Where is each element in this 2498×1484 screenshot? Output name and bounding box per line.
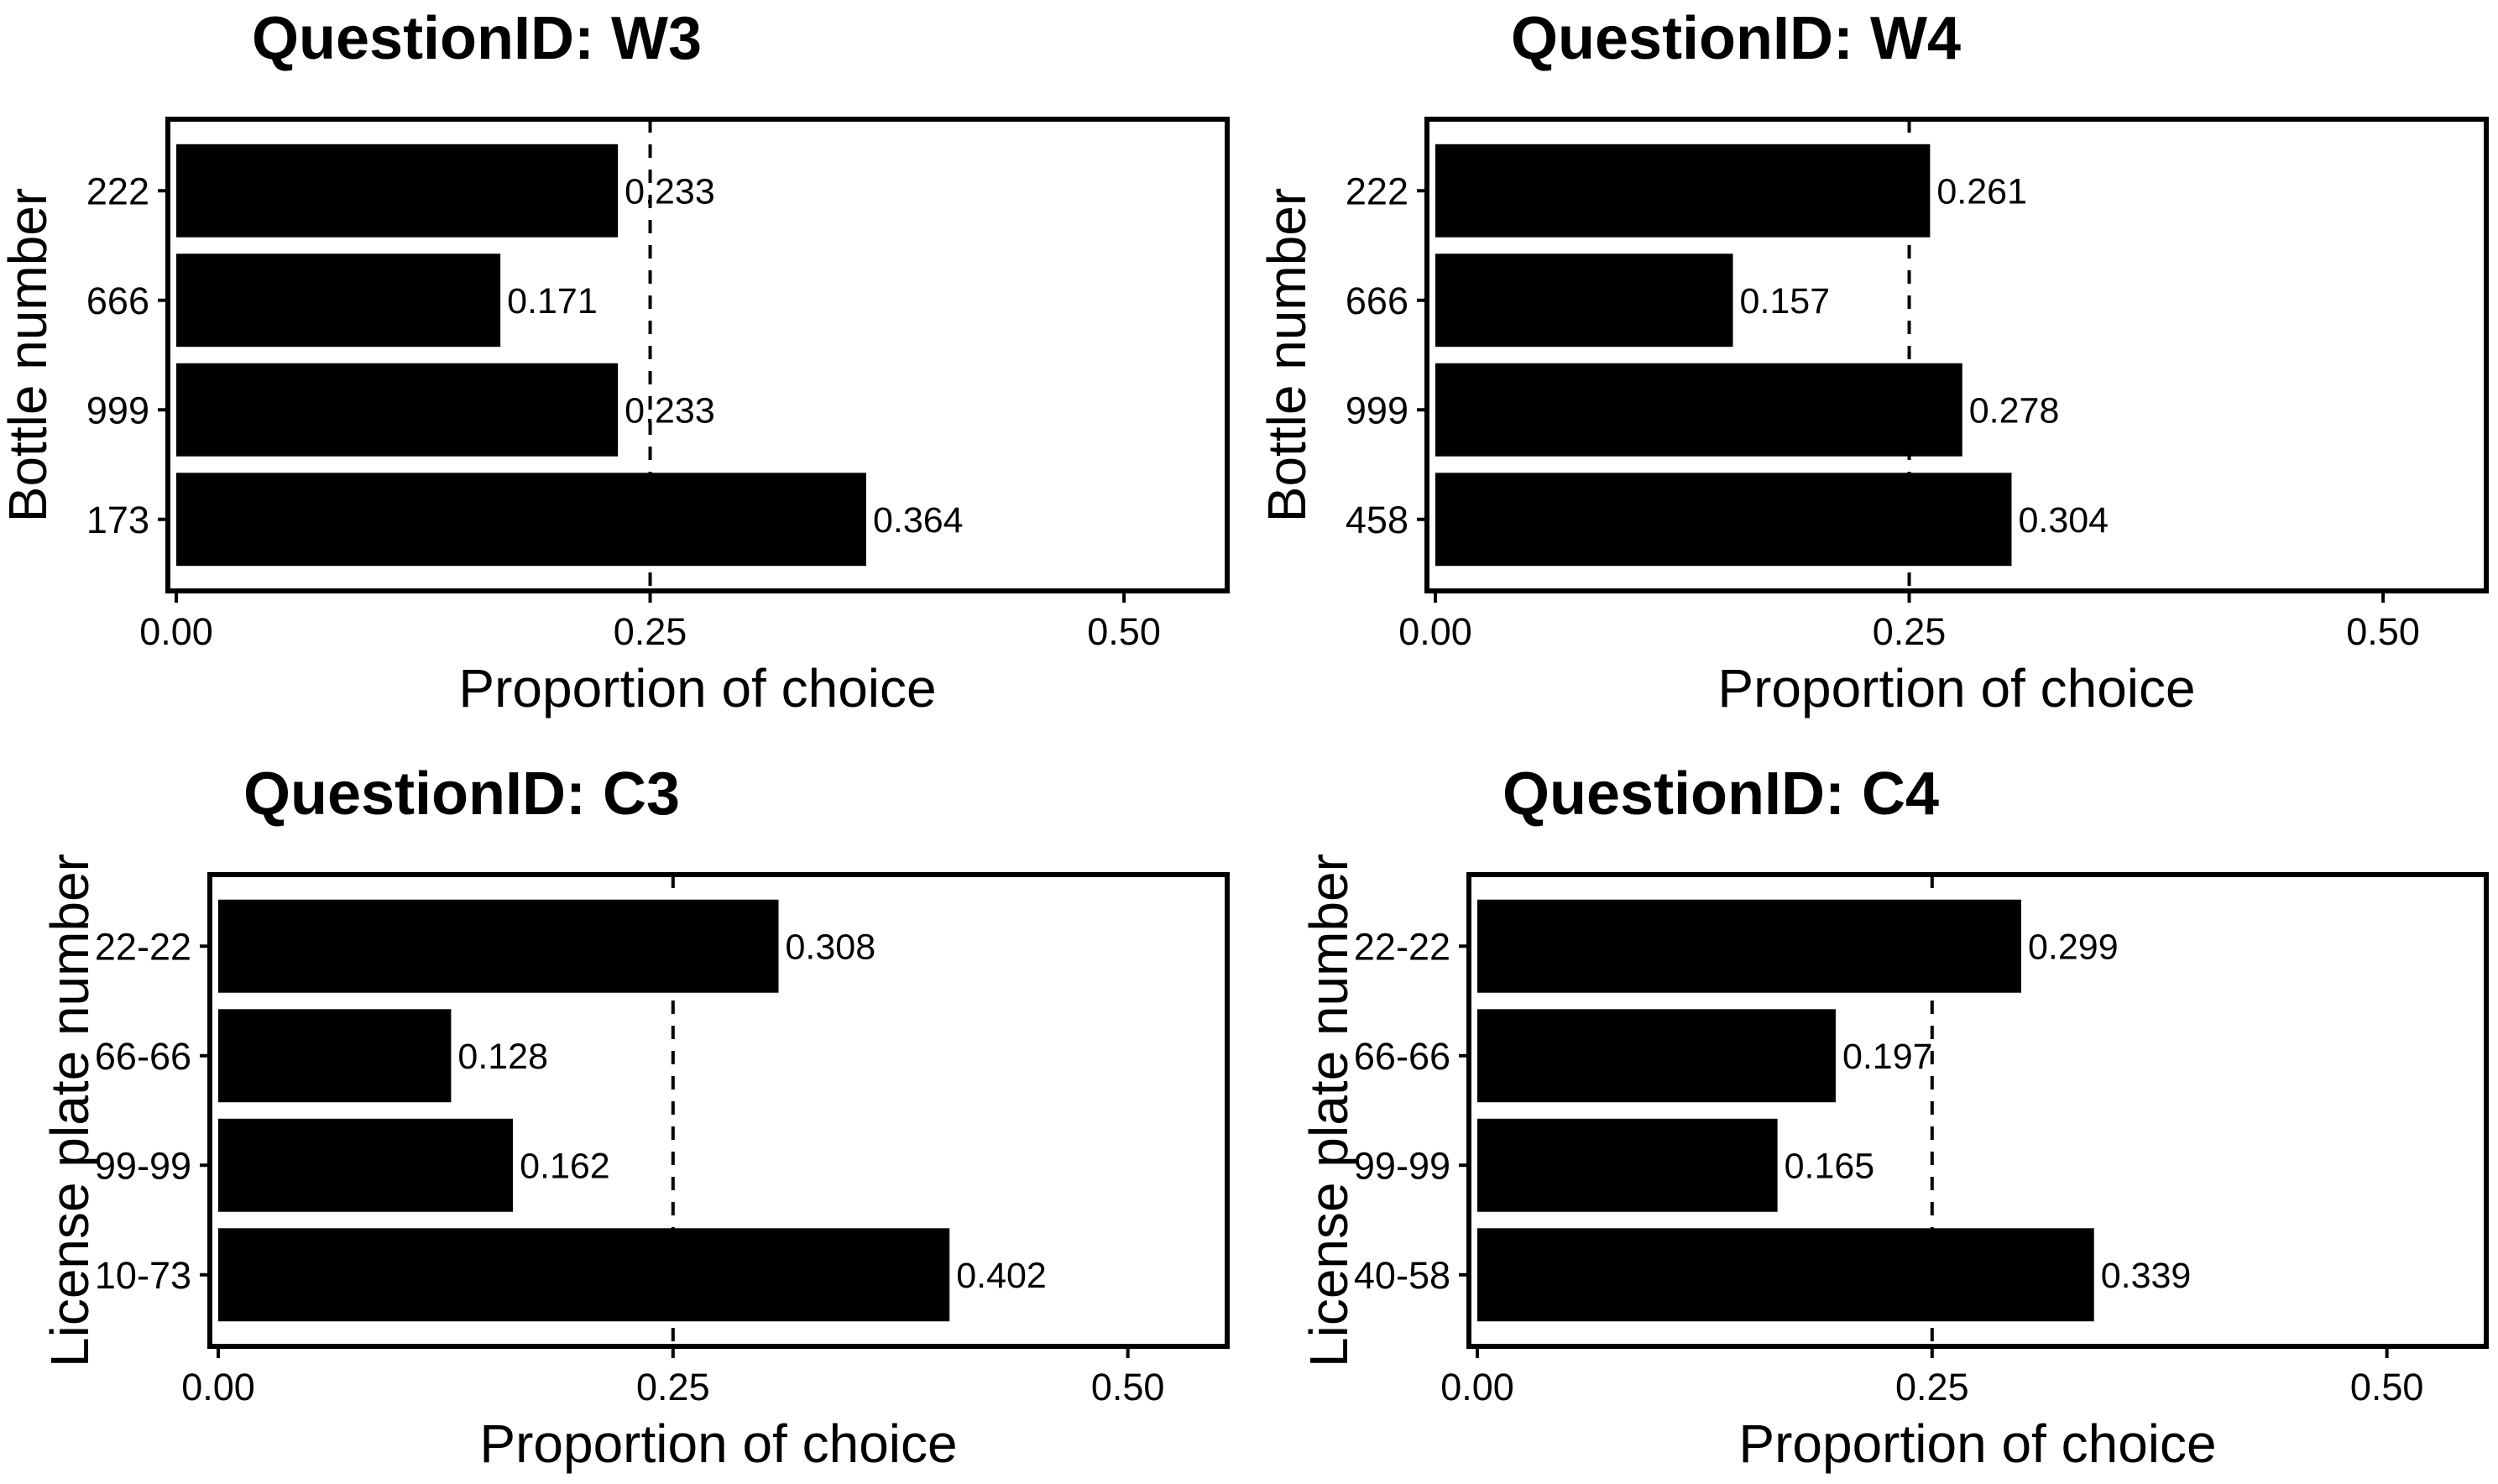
- bar-222: [176, 144, 619, 238]
- chart-title: QuestionID: W4: [1511, 5, 1961, 72]
- y-tick-label-666: 666: [1346, 280, 1408, 322]
- y-tick-label-666: 666: [86, 280, 149, 322]
- data-label-66-66: 0.197: [1842, 1037, 1933, 1077]
- x-tick-label: 0.00: [181, 1366, 255, 1408]
- bar-40-58: [1477, 1228, 2094, 1322]
- data-label-66-66: 0.128: [457, 1037, 548, 1077]
- bar-22-22: [1477, 899, 2022, 993]
- y-axis-title: Bottle number: [1257, 188, 1317, 522]
- bar-99-99: [218, 1118, 514, 1212]
- bar-173: [176, 473, 866, 567]
- x-axis-title: Proportion of choice: [1738, 1413, 2216, 1474]
- chart-panel-4: QuestionID: C4 0.299 22-22 0.197 66-66 0.165 9…: [1299, 760, 2489, 1474]
- y-tick-label-99-99: 99-99: [1354, 1144, 1450, 1187]
- x-tick-label: 0.00: [139, 610, 213, 653]
- data-label-22-22: 0.299: [2028, 927, 2119, 967]
- data-label-10-73: 0.402: [956, 1256, 1047, 1296]
- plot-area-border: [1424, 117, 2489, 593]
- bar-99-99: [1477, 1118, 1778, 1212]
- data-label-458: 0.304: [2018, 500, 2109, 541]
- data-label-22-22: 0.308: [786, 927, 876, 967]
- bar-458: [1435, 473, 2012, 567]
- bar-22-22: [218, 899, 779, 993]
- x-tick-label: 0.25: [614, 610, 687, 653]
- y-tick-label-999: 999: [86, 389, 149, 431]
- x-tick-label: 0.00: [1398, 610, 1472, 653]
- plot-area-border: [165, 117, 1230, 593]
- bar-66-66: [218, 1009, 452, 1103]
- chart-panel-3: QuestionID: C3 0.308 22-22 0.128 66-66 0.162 9…: [39, 760, 1230, 1474]
- chart-title: QuestionID: W3: [252, 5, 702, 72]
- data-label-99-99: 0.165: [1785, 1146, 1875, 1186]
- chart-panel-2: QuestionID: W4 0.261 222 0.157 666 0.278 999 0.…: [1257, 5, 2489, 718]
- y-axis-title: License plate number: [39, 854, 100, 1367]
- x-axis-title: Proportion of choice: [1717, 658, 2195, 718]
- x-tick-label: 0.25: [1873, 610, 1947, 653]
- chart-title: QuestionID: C3: [243, 760, 680, 828]
- y-axis-title: License plate number: [1299, 854, 1359, 1367]
- x-tick-label: 0.25: [1895, 1366, 1969, 1408]
- chart-title: QuestionID: C4: [1502, 760, 1939, 828]
- x-tick-label: 0.25: [636, 1366, 710, 1408]
- y-tick-label-22-22: 22-22: [95, 925, 191, 968]
- x-tick-label: 0.50: [2346, 610, 2420, 653]
- bar-222: [1435, 144, 1931, 238]
- data-label-999: 0.278: [1969, 390, 2060, 431]
- y-tick-label-999: 999: [1346, 389, 1408, 431]
- data-label-999: 0.233: [624, 390, 715, 431]
- data-label-222: 0.233: [624, 171, 715, 212]
- y-tick-label-22-22: 22-22: [1354, 925, 1450, 968]
- y-tick-label-10-73: 10-73: [95, 1254, 191, 1297]
- plot-area-border: [1466, 872, 2489, 1349]
- bar-10-73: [218, 1228, 950, 1322]
- data-label-666: 0.171: [507, 281, 598, 321]
- bar-999: [1435, 363, 1962, 457]
- bar-666: [1435, 253, 1733, 347]
- data-label-40-58: 0.339: [2101, 1256, 2192, 1296]
- y-tick-label-66-66: 66-66: [1354, 1035, 1450, 1078]
- x-axis-title: Proportion of choice: [479, 1413, 957, 1474]
- y-tick-label-66-66: 66-66: [95, 1035, 191, 1078]
- chart-panel-1: QuestionID: W3 0.233 222 0.171 666 0.233 999 0.…: [0, 5, 1230, 718]
- y-tick-label-99-99: 99-99: [95, 1144, 191, 1187]
- y-tick-label-458: 458: [1346, 499, 1408, 541]
- x-axis-title: Proportion of choice: [458, 658, 936, 718]
- x-tick-label: 0.50: [2350, 1366, 2424, 1408]
- x-tick-label: 0.50: [1087, 610, 1161, 653]
- data-label-173: 0.364: [873, 500, 964, 541]
- y-tick-label-222: 222: [86, 170, 149, 212]
- y-tick-label-40-58: 40-58: [1354, 1254, 1450, 1297]
- data-label-99-99: 0.162: [520, 1146, 610, 1186]
- bar-999: [176, 363, 619, 457]
- x-tick-label: 0.00: [1440, 1366, 1514, 1408]
- x-tick-label: 0.50: [1091, 1366, 1165, 1408]
- y-axis-title: Bottle number: [0, 188, 58, 522]
- data-label-666: 0.157: [1740, 281, 1831, 321]
- y-tick-label-173: 173: [86, 499, 149, 541]
- plot-area-border: [207, 872, 1230, 1349]
- bar-666: [176, 253, 501, 347]
- bar-66-66: [1477, 1009, 1836, 1103]
- y-tick-label-222: 222: [1346, 170, 1408, 212]
- data-label-222: 0.261: [1936, 171, 2027, 212]
